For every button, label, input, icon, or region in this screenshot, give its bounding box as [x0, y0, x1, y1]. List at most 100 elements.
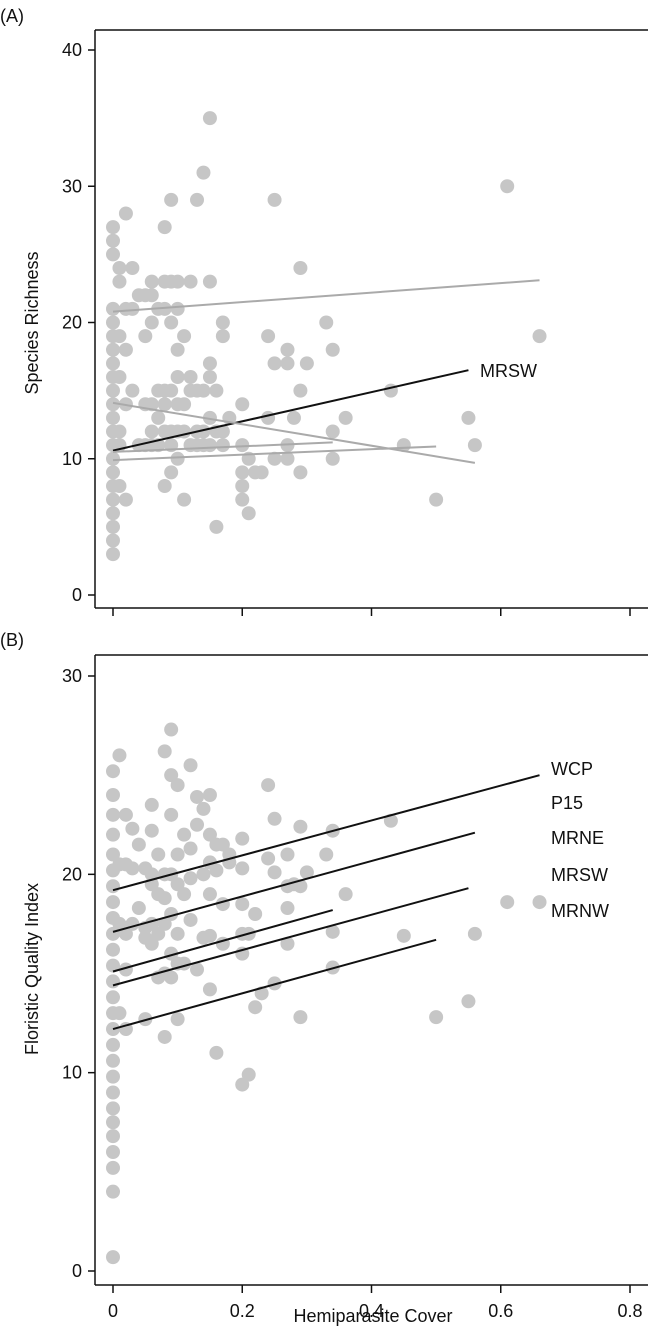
panel-b-x-axis-title: Hemiparasite Cover [293, 1306, 452, 1326]
panel-b-fit-label-mrsw: MRSW [551, 865, 608, 885]
data-point [106, 342, 120, 357]
data-point [106, 958, 120, 973]
data-point [202, 370, 217, 384]
data-point [106, 1160, 120, 1175]
fit-line [112, 369, 469, 452]
data-point [467, 438, 482, 453]
panel-a-tag: (A) [0, 6, 24, 26]
panel-a-x-ticks [112, 608, 631, 616]
panel-a-fit-label-mrsw: MRSW [480, 361, 537, 381]
data-point [177, 827, 192, 842]
data-point [106, 233, 120, 248]
data-point [429, 1010, 444, 1025]
fit-line [112, 909, 333, 973]
data-point [235, 465, 250, 480]
data-point [125, 821, 140, 836]
data-point [338, 410, 353, 425]
data-point [164, 807, 179, 822]
data-point [293, 1010, 308, 1025]
data-point [144, 424, 159, 439]
data-point [106, 397, 120, 412]
data-point [196, 867, 211, 882]
data-point [261, 410, 276, 425]
data-point [235, 438, 250, 453]
data-point [144, 797, 159, 812]
x-tick-label: 0 [108, 1301, 118, 1321]
data-point [118, 926, 133, 941]
data-point [157, 1029, 172, 1044]
data-point [106, 942, 120, 957]
data-point [131, 837, 146, 852]
data-point [106, 827, 120, 842]
data-point [209, 383, 224, 398]
data-point [196, 801, 211, 816]
panel-b-fit-label-p15: P15 [551, 793, 583, 813]
data-point [118, 492, 133, 507]
data-point [106, 383, 120, 398]
data-point [293, 819, 308, 834]
data-point [144, 315, 159, 330]
data-point [106, 451, 120, 466]
data-point [157, 479, 172, 493]
panel-b-fit-lines [112, 774, 540, 1030]
data-point [157, 220, 172, 235]
data-point [106, 1069, 120, 1084]
data-point [267, 811, 282, 826]
data-point [106, 220, 120, 235]
data-point [106, 1053, 120, 1068]
data-point [170, 370, 185, 384]
data-point [500, 179, 515, 194]
panel-b-points [106, 722, 547, 1265]
panel-a-y-ticks: 0 10 20 30 40 [62, 40, 95, 605]
fit-line [112, 441, 333, 453]
data-point [209, 1045, 224, 1060]
y-tick-label: 40 [62, 40, 82, 60]
data-point [177, 492, 192, 507]
panel-a: (A) Species Richness 0 10 20 30 40 MRSW [0, 6, 648, 616]
data-point [170, 778, 185, 793]
data-point [125, 861, 140, 876]
data-point [138, 329, 153, 344]
data-point [106, 301, 120, 316]
data-point [196, 424, 211, 439]
data-point [144, 288, 159, 303]
data-point [177, 887, 192, 902]
data-point [164, 970, 179, 985]
data-point [112, 261, 127, 275]
data-point [131, 901, 146, 916]
data-point [461, 994, 476, 1009]
data-point [202, 982, 217, 997]
data-point [157, 891, 172, 906]
data-point [170, 301, 185, 316]
data-point [112, 274, 127, 289]
panel-a-fit-lines [112, 279, 540, 464]
data-point [144, 274, 159, 289]
data-point [235, 897, 250, 912]
data-point [106, 895, 120, 910]
data-point [157, 916, 172, 931]
data-point [190, 192, 205, 207]
data-point [170, 926, 185, 941]
data-point [209, 519, 224, 534]
data-point [461, 410, 476, 425]
panel-b-y-axis-title: Floristic Quality Index [22, 883, 42, 1055]
data-point [267, 865, 282, 880]
data-point [261, 851, 276, 866]
data-point [106, 807, 120, 822]
data-point [106, 533, 120, 548]
data-point [106, 1145, 120, 1159]
data-point [293, 261, 308, 275]
data-point [235, 479, 250, 493]
data-point [202, 438, 217, 453]
x-tick-label: 0.8 [617, 1301, 642, 1321]
data-point [267, 192, 282, 207]
data-point [106, 1085, 120, 1100]
data-point [215, 315, 230, 330]
data-point [202, 788, 217, 802]
data-point [106, 879, 120, 894]
panel-a-y-axis-title: Species Richness [22, 251, 42, 394]
data-point [170, 451, 185, 466]
y-tick-label: 0 [72, 585, 82, 605]
panel-b-x-ticks: 0 0.2 0.4 0.6 0.8 [108, 1285, 643, 1321]
data-point [164, 722, 179, 737]
